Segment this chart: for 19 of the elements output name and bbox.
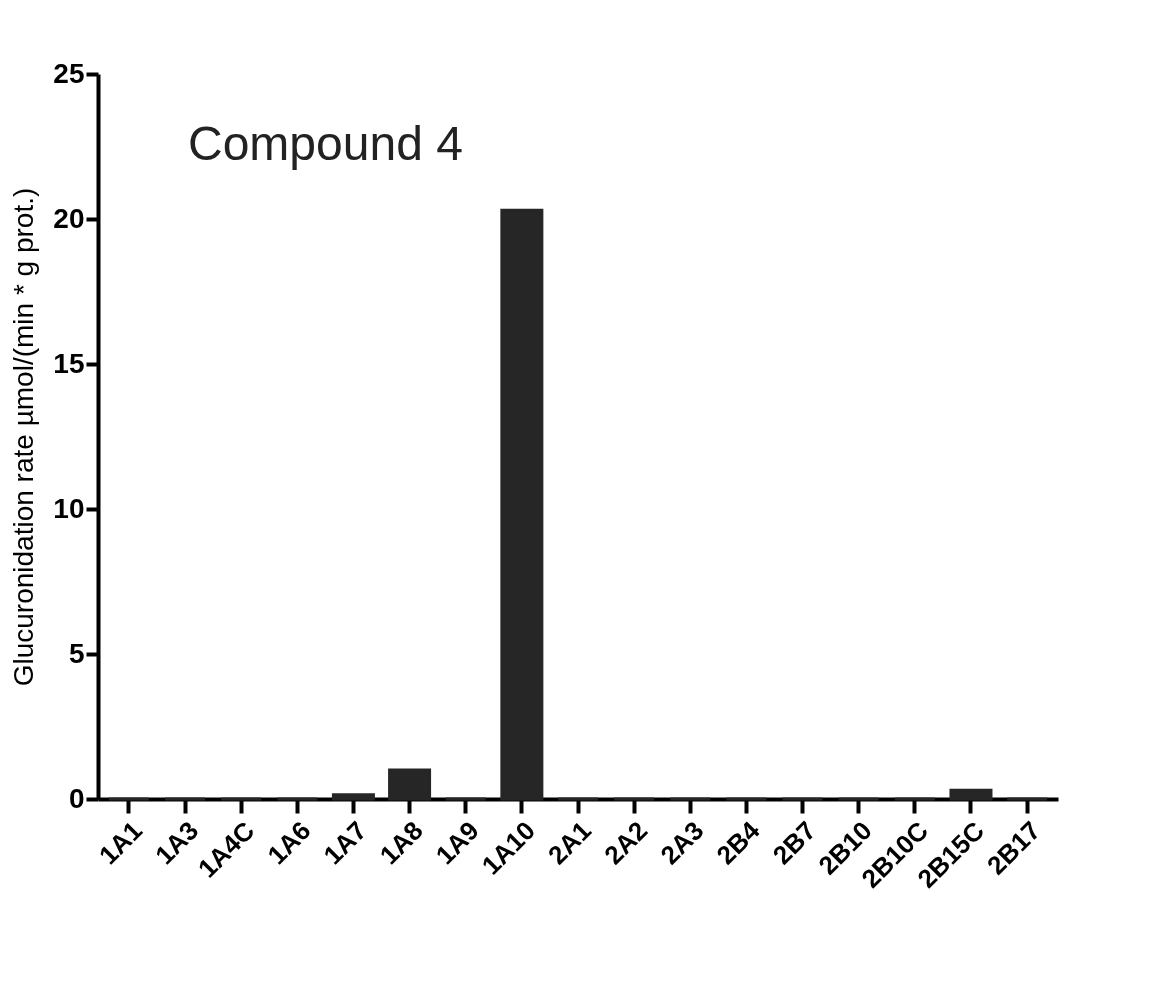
x-tick-label: 2A3 xyxy=(654,815,710,871)
x-tick-label: 2A1 xyxy=(542,815,598,871)
bar xyxy=(500,208,544,801)
x-tick-label: 1A6 xyxy=(261,815,317,871)
x-tick-label: 1A8 xyxy=(373,815,429,871)
y-tick-label: 5 xyxy=(68,637,85,669)
y-tick-label: 25 xyxy=(53,57,85,89)
x-tick-label: 1A1 xyxy=(93,815,148,871)
y-tick-label: 10 xyxy=(53,492,85,524)
bar xyxy=(331,793,375,801)
bar xyxy=(949,788,993,801)
x-tick-label: 2B4 xyxy=(710,815,766,871)
y-tick-label: 0 xyxy=(68,782,85,814)
y-tick-label: 15 xyxy=(53,347,85,379)
y-axis-title: Glucuronidation rate µmol/(min * g prot.) xyxy=(8,187,40,687)
y-tick-label: 20 xyxy=(53,202,85,234)
x-tick-label: 2A2 xyxy=(598,815,654,871)
text: Compound 4 xyxy=(188,117,463,170)
bar xyxy=(388,768,432,801)
